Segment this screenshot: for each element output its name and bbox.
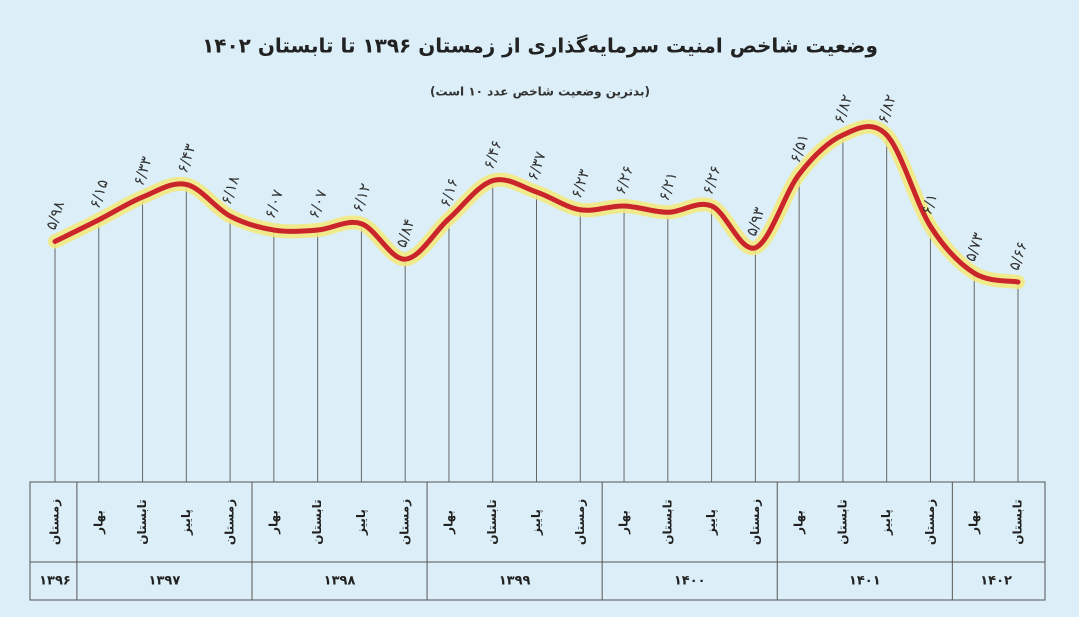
x-group-label: ۱۳۹۶ <box>39 574 71 589</box>
data-label: ۶/۱۵ <box>86 177 112 210</box>
chart-subtitle: (بدترین وضعیت شاخص عدد ۱۰ است) <box>430 85 650 100</box>
data-label: ۵/۶۶ <box>1005 239 1031 272</box>
x-tick-label: پاییز <box>354 509 368 536</box>
x-tick-label: زمستان <box>748 499 762 545</box>
x-tick-label: تابستان <box>310 499 324 544</box>
data-label: ۶/۴۶ <box>480 138 506 171</box>
x-group-label: ۱۴۰۰ <box>674 574 706 589</box>
data-label: ۵/۸۴ <box>392 216 418 249</box>
data-label: ۶/۲۱ <box>655 170 681 203</box>
x-tick-label: زمستان <box>398 499 412 545</box>
data-label: ۶/۳۷ <box>523 149 549 182</box>
data-label: ۶/۱ <box>917 191 941 217</box>
data-label: ۵/۹۸ <box>42 199 68 232</box>
x-group-label: ۱۳۹۷ <box>149 574 181 589</box>
x-tick-label: تابستان <box>660 499 674 544</box>
x-group-label: ۱۴۰۱ <box>849 574 881 589</box>
chart-title: وضعیت شاخص امنیت سرمایه‌گذاری از زمستان … <box>202 34 878 58</box>
x-tick-label: زمستان <box>48 499 62 545</box>
data-label: ۶/۲۳ <box>567 167 593 200</box>
x-group-label: ۱۳۹۹ <box>499 574 531 589</box>
line <box>52 124 1021 285</box>
data-label: ۵/۷۳ <box>961 230 987 263</box>
data-label: ۶/۸۲ <box>830 92 856 125</box>
data-label: ۶/۱۸ <box>217 173 243 206</box>
data-label: ۶/۸۲ <box>874 92 900 125</box>
x-tick-label: بهار <box>91 510 105 535</box>
x-tick-label: پاییز <box>879 509 893 536</box>
data-label: ۶/۱۲ <box>348 181 374 214</box>
x-tick-label: بهار <box>617 510 631 535</box>
x-tick-label: تابستان <box>135 499 149 544</box>
x-tick-label: تابستان <box>1011 499 1025 544</box>
x-tick-label: بهار <box>792 510 806 535</box>
x-group-label: ۱۳۹۸ <box>324 574 356 589</box>
axis-table <box>29 481 1046 601</box>
x-tick-label: زمستان <box>923 499 937 545</box>
x-tick-label: بهار <box>967 510 981 535</box>
data-label: ۶/۴۳ <box>173 142 199 175</box>
data-label: ۶/۰۷ <box>261 187 287 220</box>
data-label: ۶/۲۶ <box>611 163 637 196</box>
data-label: ۶/۲۶ <box>699 163 725 196</box>
x-tick-label: پاییز <box>179 509 193 536</box>
x-tick-label: پاییز <box>529 509 543 536</box>
x-tick-label: زمستان <box>573 499 587 545</box>
x-tick-label: بهار <box>266 510 280 535</box>
x-group-label: ۱۴۰۲ <box>980 574 1012 589</box>
x-tick-label: زمستان <box>223 499 237 545</box>
x-tick-label: بهار <box>441 510 455 535</box>
x-tick-label: پاییز <box>704 509 718 536</box>
data-label: ۶/۰۷ <box>305 187 331 220</box>
data-label: ۶/۳۳ <box>130 154 156 187</box>
x-tick-label: تابستان <box>835 499 849 544</box>
x-tick-label: تابستان <box>485 499 499 544</box>
